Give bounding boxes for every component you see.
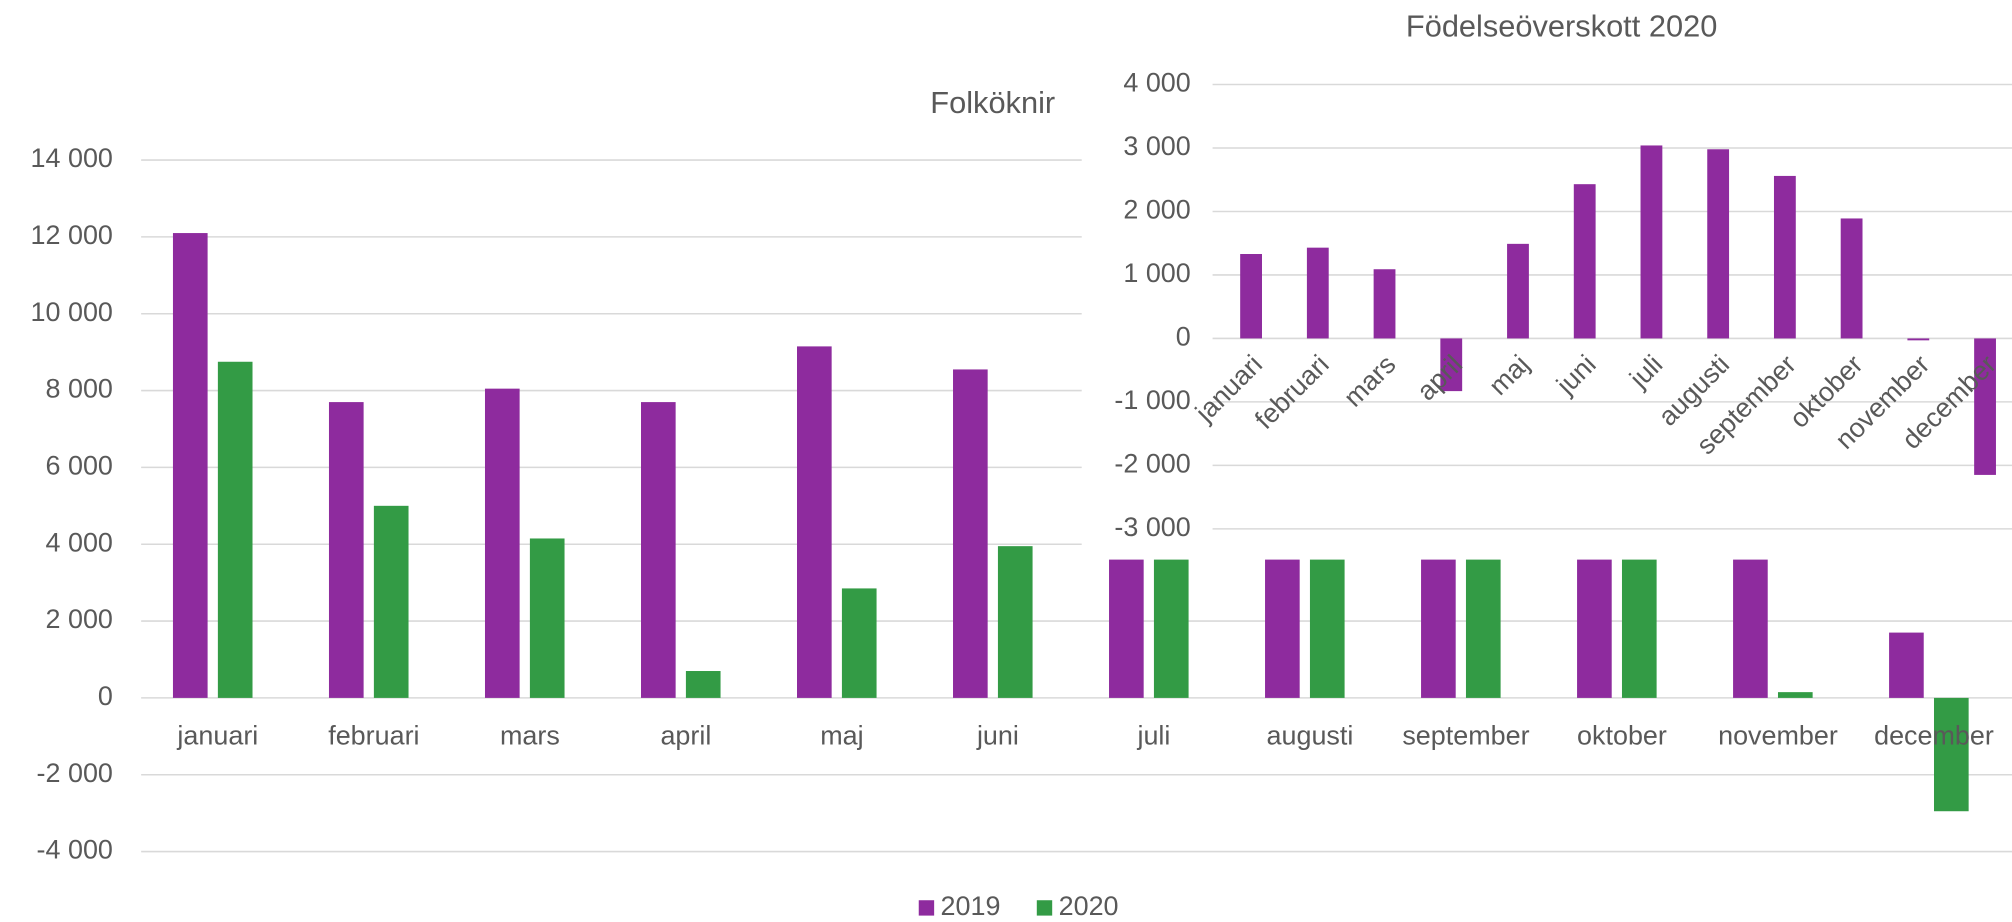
bar	[1240, 254, 1262, 339]
y-tick-label: -4 000	[37, 835, 113, 865]
chart-title: Folköknir	[930, 85, 1055, 120]
x-tick-label: maj	[820, 721, 863, 751]
bar	[1507, 243, 1529, 339]
y-tick-label: 10 000	[31, 297, 113, 327]
x-tick-label: januari	[176, 721, 258, 751]
y-tick-label: -2 000	[37, 758, 113, 788]
y-tick-label: 2 000	[1123, 195, 1190, 225]
bar	[640, 402, 676, 698]
y-tick-label: -1 000	[1114, 385, 1190, 415]
legend-label: 2020	[1059, 891, 1119, 921]
bar	[1309, 536, 1345, 698]
y-tick-label: 4 000	[46, 527, 113, 557]
bar	[1889, 632, 1924, 698]
bar	[1933, 697, 1969, 812]
bar	[484, 388, 520, 698]
bar	[797, 346, 832, 698]
bar	[1974, 338, 1996, 475]
x-tick-label: juli	[1136, 721, 1170, 751]
x-tick-label: oktober	[1577, 721, 1667, 751]
x-tick-label: november	[1718, 721, 1838, 751]
x-tick-label: februari	[328, 721, 419, 751]
bar	[328, 402, 364, 698]
bar	[1465, 544, 1501, 698]
bar	[1840, 218, 1863, 339]
x-tick-label: december	[1874, 721, 1994, 751]
y-tick-label: 8 000	[46, 374, 113, 404]
bar	[685, 671, 721, 698]
y-tick-label: 4 000	[1123, 68, 1190, 98]
y-tick-label: 14 000	[31, 143, 113, 173]
bar	[1573, 184, 1596, 339]
x-tick-label: juni	[976, 721, 1019, 751]
chart-title: Födelseöverskott 2020	[1406, 8, 1717, 43]
bar	[953, 369, 988, 698]
bar	[841, 588, 877, 698]
x-tick-label: augusti	[1267, 721, 1354, 751]
bar	[1640, 145, 1663, 339]
bar	[1777, 692, 1813, 698]
chart-panel: Födelseöverskott 2020 -3 000 -2 000 -1 000 0…	[1081, 0, 2012, 560]
bar	[529, 538, 565, 698]
legend-swatch	[1036, 900, 1053, 916]
y-tick-label: 2 000	[46, 604, 113, 634]
bar	[217, 361, 253, 698]
y-tick-label: 12 000	[31, 220, 113, 250]
bar	[172, 233, 208, 698]
x-tick-label: april	[660, 721, 711, 751]
bar	[997, 546, 1033, 698]
y-tick-label: 1 000	[1123, 258, 1190, 288]
bar	[1773, 175, 1796, 339]
x-tick-label: september	[1402, 721, 1529, 751]
bar	[1306, 247, 1329, 339]
bar	[1907, 338, 1930, 341]
bar	[1440, 338, 1463, 392]
y-tick-label: 0	[1176, 322, 1191, 352]
y-tick-label: -3 000	[1114, 512, 1190, 542]
bar	[1373, 269, 1396, 339]
bar	[1707, 149, 1730, 339]
y-tick-label: -2 000	[1114, 449, 1190, 479]
legend-swatch	[918, 900, 935, 916]
y-tick-label: 0	[98, 681, 113, 711]
legend-label: 2019	[941, 891, 1001, 921]
bar	[373, 505, 409, 698]
bar	[1621, 532, 1657, 698]
x-tick-label: mars	[500, 721, 560, 751]
y-tick-label: 6 000	[46, 451, 113, 481]
y-tick-label: 3 000	[1123, 131, 1190, 161]
